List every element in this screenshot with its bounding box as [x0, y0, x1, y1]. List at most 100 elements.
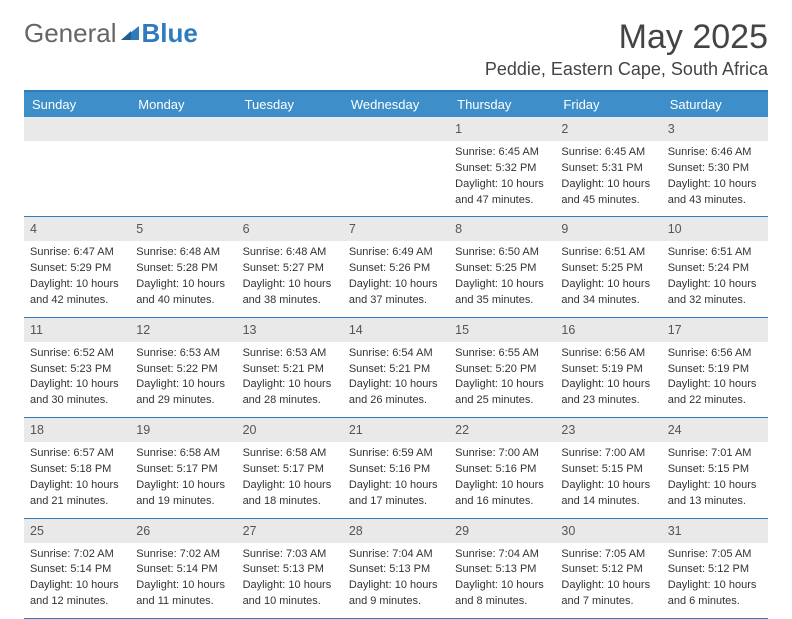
info-line-day1: Daylight: 10 hours	[561, 377, 655, 392]
day-cell: 5 Sunrise: 6:48 AMSunset: 5:28 PMDaylight…	[130, 217, 236, 316]
day-info: Sunrise: 6:49 AMSunset: 5:26 PMDaylight:…	[349, 245, 443, 307]
day-cell: 15Sunrise: 6:55 AMSunset: 5:20 PMDayligh…	[449, 318, 555, 417]
info-line-sunrise: Sunrise: 7:04 AM	[349, 547, 443, 562]
daynum-row: 13	[237, 318, 343, 342]
week-row: 18Sunrise: 6:57 AMSunset: 5:18 PMDayligh…	[24, 418, 768, 518]
info-line-day2: and 7 minutes.	[561, 594, 655, 609]
info-line-day2: and 13 minutes.	[668, 494, 762, 509]
info-line-sunset: Sunset: 5:16 PM	[455, 462, 549, 477]
location-text: Peddie, Eastern Cape, South Africa	[485, 59, 768, 80]
info-line-day1: Daylight: 10 hours	[30, 277, 124, 292]
weeks-container: ....1Sunrise: 6:45 AMSunset: 5:32 PMDayl…	[24, 117, 768, 619]
info-line-sunrise: Sunrise: 6:52 AM	[30, 346, 124, 361]
info-line-sunrise: Sunrise: 7:05 AM	[668, 547, 762, 562]
info-line-day2: and 18 minutes.	[243, 494, 337, 509]
daynum-row: 24	[662, 418, 768, 442]
info-line-day1: Daylight: 10 hours	[455, 578, 549, 593]
info-line-sunset: Sunset: 5:12 PM	[561, 562, 655, 577]
info-line-day1: Daylight: 10 hours	[455, 377, 549, 392]
info-line-sunrise: Sunrise: 6:45 AM	[561, 145, 655, 160]
day-cell: .	[237, 117, 343, 216]
info-line-sunrise: Sunrise: 6:48 AM	[136, 245, 230, 260]
info-line-sunrise: Sunrise: 6:47 AM	[30, 245, 124, 260]
info-line-sunrise: Sunrise: 6:58 AM	[136, 446, 230, 461]
info-line-sunset: Sunset: 5:19 PM	[668, 362, 762, 377]
day-cell: 17Sunrise: 6:56 AMSunset: 5:19 PMDayligh…	[662, 318, 768, 417]
info-line-day2: and 29 minutes.	[136, 393, 230, 408]
day-number: 29	[455, 524, 469, 538]
info-line-sunset: Sunset: 5:13 PM	[455, 562, 549, 577]
day-cell: 4Sunrise: 6:47 AMSunset: 5:29 PMDaylight…	[24, 217, 130, 316]
info-line-day2: and 19 minutes.	[136, 494, 230, 509]
info-line-day1: Daylight: 10 hours	[136, 478, 230, 493]
daynum-row: 17	[662, 318, 768, 342]
day-cell: 9Sunrise: 6:51 AMSunset: 5:25 PMDaylight…	[555, 217, 661, 316]
info-line-day2: and 30 minutes.	[30, 393, 124, 408]
daynum-row: 4	[24, 217, 130, 241]
day-cell: 7Sunrise: 6:49 AMSunset: 5:26 PMDaylight…	[343, 217, 449, 316]
day-cell: 12Sunrise: 6:53 AMSunset: 5:22 PMDayligh…	[130, 318, 236, 417]
day-number: 5	[136, 222, 143, 236]
day-number: 26	[136, 524, 150, 538]
day-info: Sunrise: 7:05 AMSunset: 5:12 PMDaylight:…	[561, 547, 655, 609]
info-line-sunset: Sunset: 5:15 PM	[561, 462, 655, 477]
daynum-row: 29	[449, 519, 555, 543]
daynum-row: 19	[130, 418, 236, 442]
info-line-day2: and 14 minutes.	[561, 494, 655, 509]
calendar: SundayMondayTuesdayWednesdayThursdayFrid…	[24, 90, 768, 619]
week-row: 11Sunrise: 6:52 AMSunset: 5:23 PMDayligh…	[24, 318, 768, 418]
info-line-day1: Daylight: 10 hours	[561, 578, 655, 593]
day-info: Sunrise: 6:58 AMSunset: 5:17 PMDaylight:…	[136, 446, 230, 508]
day-cell: .	[24, 117, 130, 216]
day-number: 1	[455, 122, 462, 136]
info-line-sunset: Sunset: 5:27 PM	[243, 261, 337, 276]
day-info: Sunrise: 6:45 AMSunset: 5:32 PMDaylight:…	[455, 145, 549, 207]
week-row: ....1Sunrise: 6:45 AMSunset: 5:32 PMDayl…	[24, 117, 768, 217]
info-line-sunset: Sunset: 5:13 PM	[243, 562, 337, 577]
day-info: Sunrise: 7:05 AMSunset: 5:12 PMDaylight:…	[668, 547, 762, 609]
info-line-day1: Daylight: 10 hours	[561, 277, 655, 292]
day-number: 2	[561, 122, 568, 136]
day-info: Sunrise: 6:57 AMSunset: 5:18 PMDaylight:…	[30, 446, 124, 508]
info-line-day1: Daylight: 10 hours	[243, 478, 337, 493]
dow-cell: Thursday	[449, 92, 555, 117]
info-line-day1: Daylight: 10 hours	[455, 177, 549, 192]
info-line-sunset: Sunset: 5:14 PM	[30, 562, 124, 577]
info-line-sunrise: Sunrise: 6:45 AM	[455, 145, 549, 160]
info-line-sunset: Sunset: 5:26 PM	[349, 261, 443, 276]
day-number: 16	[561, 323, 575, 337]
day-info: Sunrise: 6:55 AMSunset: 5:20 PMDaylight:…	[455, 346, 549, 408]
day-number: 23	[561, 423, 575, 437]
info-line-day2: and 23 minutes.	[561, 393, 655, 408]
info-line-day1: Daylight: 10 hours	[243, 578, 337, 593]
day-cell: .	[130, 117, 236, 216]
info-line-sunrise: Sunrise: 6:53 AM	[243, 346, 337, 361]
info-line-sunrise: Sunrise: 7:01 AM	[668, 446, 762, 461]
day-cell: 13 Sunrise: 6:53 AMSunset: 5:21 PMDayligh…	[237, 318, 343, 417]
info-line-sunrise: Sunrise: 7:00 AM	[455, 446, 549, 461]
daynum-row: 27	[237, 519, 343, 543]
day-info: Sunrise: 6:53 AMSunset: 5:21 PMDaylight:…	[243, 346, 337, 408]
daynum-row: .	[24, 117, 130, 141]
dow-cell: Saturday	[662, 92, 768, 117]
daynum-row: .	[130, 117, 236, 141]
info-line-sunset: Sunset: 5:18 PM	[30, 462, 124, 477]
day-info: Sunrise: 6:51 AMSunset: 5:24 PMDaylight:…	[668, 245, 762, 307]
day-info: Sunrise: 6:48 AMSunset: 5:28 PMDaylight:…	[136, 245, 230, 307]
day-number: 10	[668, 222, 682, 236]
day-cell: 22Sunrise: 7:00 AMSunset: 5:16 PMDayligh…	[449, 418, 555, 517]
info-line-day2: and 16 minutes.	[455, 494, 549, 509]
info-line-day1: Daylight: 10 hours	[30, 578, 124, 593]
day-info: Sunrise: 6:46 AMSunset: 5:30 PMDaylight:…	[668, 145, 762, 207]
day-info: Sunrise: 6:48 AMSunset: 5:27 PMDaylight:…	[243, 245, 337, 307]
info-line-day2: and 8 minutes.	[455, 594, 549, 609]
info-line-sunrise: Sunrise: 6:46 AM	[668, 145, 762, 160]
day-number: 11	[30, 323, 43, 337]
week-row: 4Sunrise: 6:47 AMSunset: 5:29 PMDaylight…	[24, 217, 768, 317]
info-line-day1: Daylight: 10 hours	[136, 377, 230, 392]
title-block: May 2025 Peddie, Eastern Cape, South Afr…	[485, 18, 768, 84]
info-line-sunrise: Sunrise: 6:58 AM	[243, 446, 337, 461]
day-cell: 21Sunrise: 6:59 AMSunset: 5:16 PMDayligh…	[343, 418, 449, 517]
day-number: 31	[668, 524, 682, 538]
day-cell: 14Sunrise: 6:54 AMSunset: 5:21 PMDayligh…	[343, 318, 449, 417]
